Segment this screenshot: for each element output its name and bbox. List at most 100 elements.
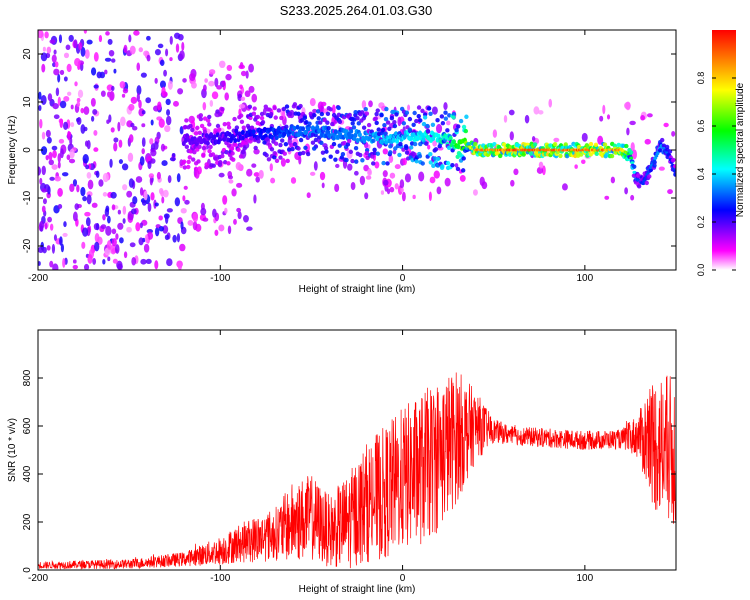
spectrogram-cell xyxy=(431,106,438,115)
spectrogram-cell xyxy=(57,204,63,209)
spectrogram-cell xyxy=(335,163,340,169)
spectrogram-cell xyxy=(418,171,425,182)
spectrogram-cell xyxy=(130,208,137,215)
spectrogram-cell xyxy=(249,136,254,141)
spectrogram-cell xyxy=(629,156,634,160)
spectrogram-cell xyxy=(226,121,231,126)
spectrogram-cell xyxy=(202,217,209,222)
spectrogram-cell xyxy=(167,175,172,184)
spectrogram-cell xyxy=(243,214,249,223)
spectrogram-cell xyxy=(301,126,306,132)
spectrogram-cell xyxy=(374,111,379,117)
spectrogram-cell xyxy=(296,111,301,117)
spectrogram-cell xyxy=(90,67,97,76)
colorbar-label: Normalized spectral amplitude xyxy=(735,82,746,217)
spectrogram-cell xyxy=(226,125,232,130)
spectrogram-cell xyxy=(367,168,373,176)
spectrogram-cell xyxy=(382,170,388,178)
spectrogram-cell xyxy=(626,127,630,136)
spectrogram-cell xyxy=(461,168,466,173)
spectrogram-cell xyxy=(212,134,217,140)
spectrogram-cell xyxy=(331,104,336,115)
spectrogram-cell xyxy=(330,121,335,127)
spectrogram-cell xyxy=(456,124,461,129)
spectrogram-cell xyxy=(458,118,464,124)
spectrogram-cell xyxy=(353,110,358,115)
spectrogram-cell xyxy=(533,106,540,115)
spectrogram-cell xyxy=(581,132,588,142)
spectrogram-cell xyxy=(123,251,128,259)
spectrogram-x-label: Height of straight line (km) xyxy=(299,284,416,295)
spectrogram-cell xyxy=(102,172,109,183)
spectrogram-cell xyxy=(347,138,352,144)
spectrogram-cell xyxy=(349,128,354,134)
spectrogram-cell xyxy=(427,144,431,150)
spectrogram-cell xyxy=(52,263,59,270)
spectrogram-cell xyxy=(82,227,89,237)
spectrogram-cell xyxy=(165,115,172,126)
y-tick-label: -10 xyxy=(22,190,33,205)
spectrogram-cell xyxy=(45,129,51,138)
spectrogram-cell xyxy=(279,115,284,121)
spectrogram-cell xyxy=(80,124,86,134)
spectrogram-cell xyxy=(632,164,637,169)
y-tick-label: 600 xyxy=(22,417,33,434)
spectrogram-cell xyxy=(394,183,399,190)
spectrogram-cell xyxy=(244,137,249,143)
spectrogram-cell xyxy=(492,129,498,138)
spectrogram-cell xyxy=(129,242,136,248)
spectrogram-cell xyxy=(383,179,389,186)
spectrogram-cell xyxy=(282,151,287,156)
spectrogram-cell xyxy=(671,157,676,163)
spectrogram-cell xyxy=(40,146,48,155)
spectrogram-cell xyxy=(246,226,253,231)
spectrogram-cell xyxy=(40,52,48,62)
spectrogram-cell xyxy=(72,211,78,222)
spectrogram-cell xyxy=(46,245,51,251)
spectrogram-cell xyxy=(59,148,64,159)
spectrogram-cell xyxy=(416,105,422,110)
spectrogram-cell xyxy=(174,197,181,207)
spectrogram-cell xyxy=(226,64,233,72)
spectrogram-cell xyxy=(331,141,337,147)
snr-x-label: Height of straight line (km) xyxy=(299,584,416,595)
spectrogram-cell xyxy=(321,182,325,189)
spectrogram-cell xyxy=(110,191,117,199)
spectrogram-cell xyxy=(315,109,321,114)
spectrogram-cell xyxy=(321,157,327,162)
spectrogram-cell xyxy=(253,194,257,204)
spectrogram-cell xyxy=(182,78,187,83)
spectrogram-cell xyxy=(177,88,184,95)
spectrogram-cell xyxy=(389,172,396,179)
spectrogram-cell xyxy=(63,52,70,59)
spectrogram-cell xyxy=(154,260,159,270)
spectrogram-cell xyxy=(209,132,214,138)
spectrogram-cell xyxy=(126,190,133,198)
x-tick-label: -100 xyxy=(210,573,230,584)
spectrogram-cell xyxy=(365,175,372,180)
spectrogram-cell xyxy=(382,122,387,128)
spectrogram-cell xyxy=(355,138,360,144)
spectrogram-cell xyxy=(126,226,132,233)
spectrogram-cell xyxy=(439,114,445,119)
spectrogram-cell xyxy=(479,176,485,186)
spectrogram-cell xyxy=(260,120,266,125)
spectrogram-cell xyxy=(401,121,407,126)
spectrogram-cell xyxy=(51,54,57,63)
spectrogram-cell xyxy=(135,222,141,232)
spectrogram-cell xyxy=(158,225,165,232)
spectrogram-cell xyxy=(380,127,386,133)
spectrogram-cell xyxy=(407,104,411,111)
spectrogram-cell xyxy=(53,234,57,242)
spectrogram-cell xyxy=(443,110,448,115)
spectrogram-ridge xyxy=(181,102,676,189)
spectrogram-cell xyxy=(70,122,75,128)
spectrogram-cell xyxy=(161,160,168,167)
spectrogram-cell xyxy=(379,112,384,118)
spectrogram-cell xyxy=(122,218,126,224)
spectrogram-cell xyxy=(284,124,289,129)
spectrogram-cell xyxy=(105,205,110,213)
spectrogram-cell xyxy=(371,138,376,143)
spectrogram-cell xyxy=(652,159,657,165)
spectrogram-cell xyxy=(305,151,311,157)
